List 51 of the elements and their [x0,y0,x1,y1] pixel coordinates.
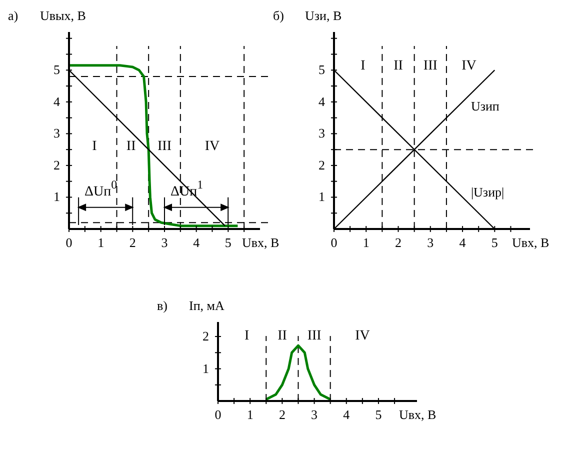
x-tick-label: 5 [224,235,232,250]
annotation: III [158,139,172,154]
x-tick-label: 2 [129,235,136,250]
x-tick-label: 5 [375,407,382,422]
y-tick-label: 4 [54,94,60,109]
series-label: |Uзир| [470,184,504,200]
x-tick-label: 3 [161,235,168,250]
x-tick-label: 2 [278,407,286,422]
annotation: III [423,58,438,74]
x-tick-label: 1 [246,407,254,422]
x-tick-label: 1 [362,235,370,250]
y-tick-label: 1 [318,189,325,204]
chart-title: а) [8,8,18,23]
x-tick-label: 3 [427,235,434,250]
x-axis-title: Uвх, В [399,407,437,422]
x-tick-label: 0 [214,407,222,422]
x-tick-label: 0 [66,235,72,250]
y-tick-label: 4 [318,94,326,109]
y-tick-label: 3 [54,126,60,141]
y-tick-label: 2 [54,157,60,172]
annotation: ΔUп$^{0}$ [84,178,118,200]
line-series [264,344,332,401]
annotation: I [92,139,98,154]
annotation: I [360,58,366,74]
x-axis-title: Uвх, В [242,235,280,250]
annotation: II [394,58,404,74]
x-tick-label: 1 [98,235,104,250]
chart-title: б) [273,8,284,23]
annotation: IV [462,58,476,74]
y-tick-label: 5 [318,62,325,78]
y-tick-label: 2 [318,157,325,172]
y-axis-title: Iп, мА [189,298,226,313]
annotation: II [126,139,136,154]
y-tick-label: 3 [318,126,325,141]
annotation: IV [204,139,220,154]
annotation: I [244,328,250,344]
y-tick-label: 5 [54,62,60,78]
x-tick-label: 4 [459,235,466,250]
annotation: IV [355,328,370,344]
y-axis-title: Uвых, В [40,8,86,23]
y-axis-title: Uзи, В [305,8,342,23]
x-tick-label: 0 [330,235,338,250]
x-axis-title: Uвх, В [512,235,550,250]
annotation: II [278,328,288,344]
series-label: Uзип [470,98,500,114]
x-tick-label: 2 [395,235,402,250]
x-tick-label: 4 [343,407,350,422]
chart-title: в) [157,298,168,313]
y-tick-label: 1 [54,189,60,204]
annotation: III [307,328,322,344]
x-tick-label: 5 [491,235,498,250]
